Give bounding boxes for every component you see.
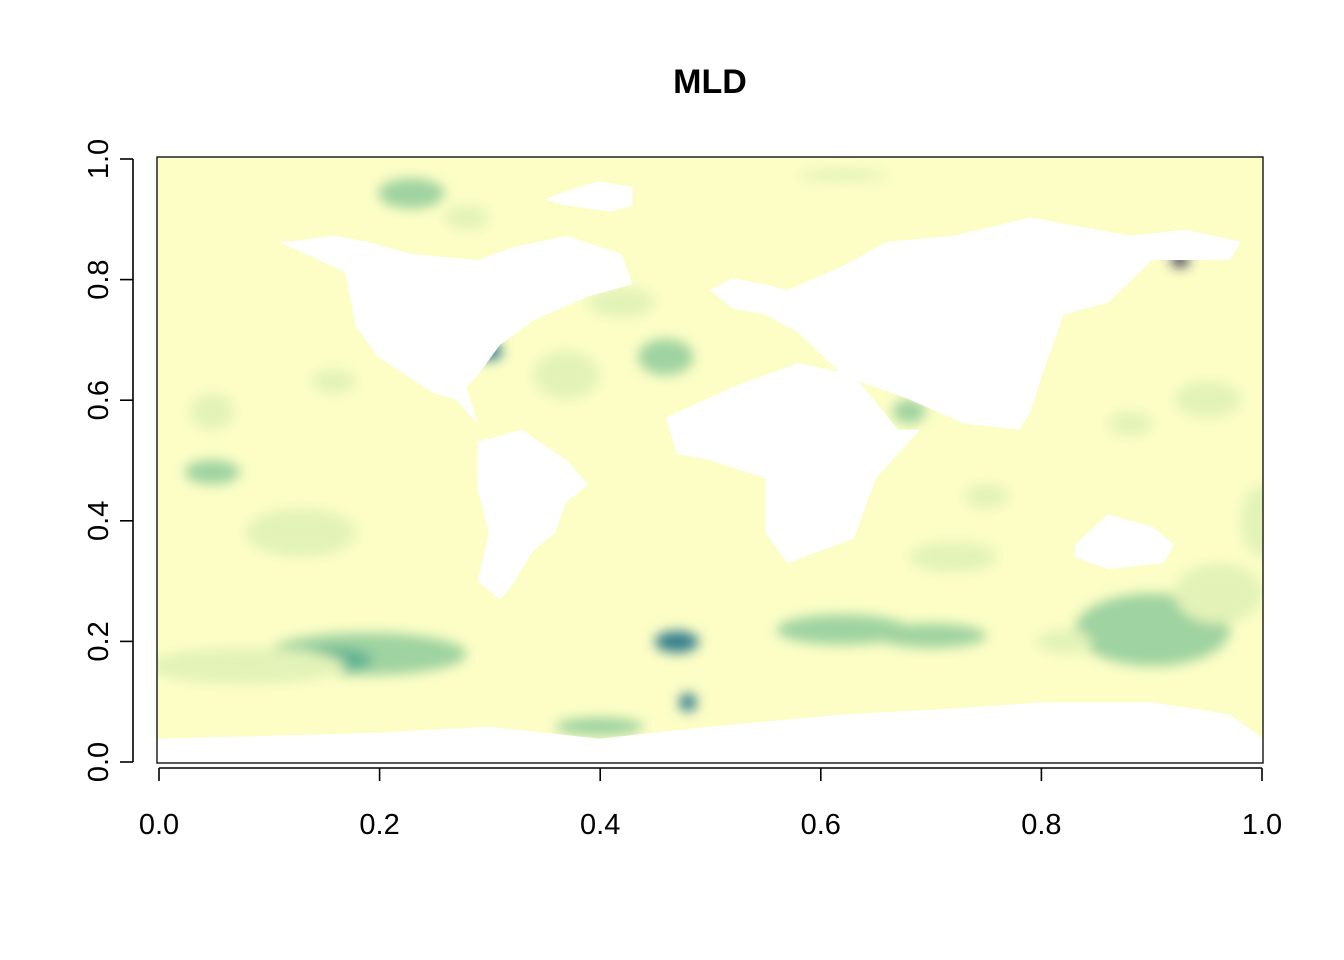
mld-patch-7 — [1174, 563, 1263, 624]
x-tick-label: 0.6 — [801, 809, 841, 841]
chart-title: MLD — [673, 63, 747, 101]
mld-patch-13 — [184, 460, 240, 485]
mld-field — [157, 169, 1263, 736]
mld-patch-11 — [378, 178, 445, 209]
mld-patch-24 — [964, 484, 1009, 509]
x-tick-label: 0.0 — [139, 809, 179, 841]
mld-patch-25 — [311, 369, 357, 394]
y-tick-label: 1.0 — [83, 139, 115, 179]
mld-patch-21 — [1108, 411, 1153, 436]
x-tick-label: 0.2 — [359, 809, 399, 841]
mld-patch-15 — [638, 338, 694, 376]
mld-patch-12 — [245, 508, 357, 557]
land-eurasia — [710, 217, 1241, 430]
land-greenland — [544, 181, 633, 212]
x-tick-label: 0.4 — [580, 809, 620, 841]
x-axis: 0.0 0.2 0.4 0.6 0.8 1.0 — [139, 767, 1282, 841]
land-masses — [157, 181, 1263, 763]
mld-patch-26 — [190, 393, 235, 430]
mld-patch-29 — [555, 717, 644, 736]
mld-patch-18 — [892, 399, 926, 424]
y-tick-label: 0.6 — [83, 380, 115, 420]
x-tick-label: 1.0 — [1242, 809, 1282, 841]
mld-patch-16 — [588, 287, 655, 318]
plot-area — [157, 157, 1263, 763]
mld-patch-14 — [533, 350, 600, 400]
land-north-america — [212, 235, 633, 424]
y-axis: 0.0 0.2 0.4 0.6 0.8 1.0 — [83, 139, 134, 782]
land-africa — [665, 363, 921, 563]
plot-frame — [156, 156, 1264, 764]
y-tick-label: 0.0 — [83, 742, 115, 782]
land-australia — [1075, 514, 1175, 570]
mld-patch-22 — [1174, 381, 1241, 418]
mld-patch-23 — [909, 541, 998, 573]
mld-patch-2 — [157, 647, 345, 685]
mld-patch-8 — [679, 693, 697, 712]
mld-patch-5 — [875, 623, 987, 648]
y-tick-label: 0.4 — [83, 501, 115, 541]
mld-patch-28 — [798, 169, 887, 182]
mld-patch-3 — [654, 630, 699, 653]
land-south-america — [477, 429, 589, 600]
y-tick-label: 0.8 — [83, 259, 115, 299]
mld-patch-27 — [444, 205, 489, 230]
mld-patch-4 — [776, 614, 910, 645]
land-antarctica — [157, 702, 1263, 763]
y-tick-label: 0.2 — [83, 621, 115, 661]
x-tick-label: 0.8 — [1021, 809, 1061, 841]
mld-patch-31 — [1240, 484, 1263, 557]
mld-patch-30 — [1036, 629, 1092, 654]
